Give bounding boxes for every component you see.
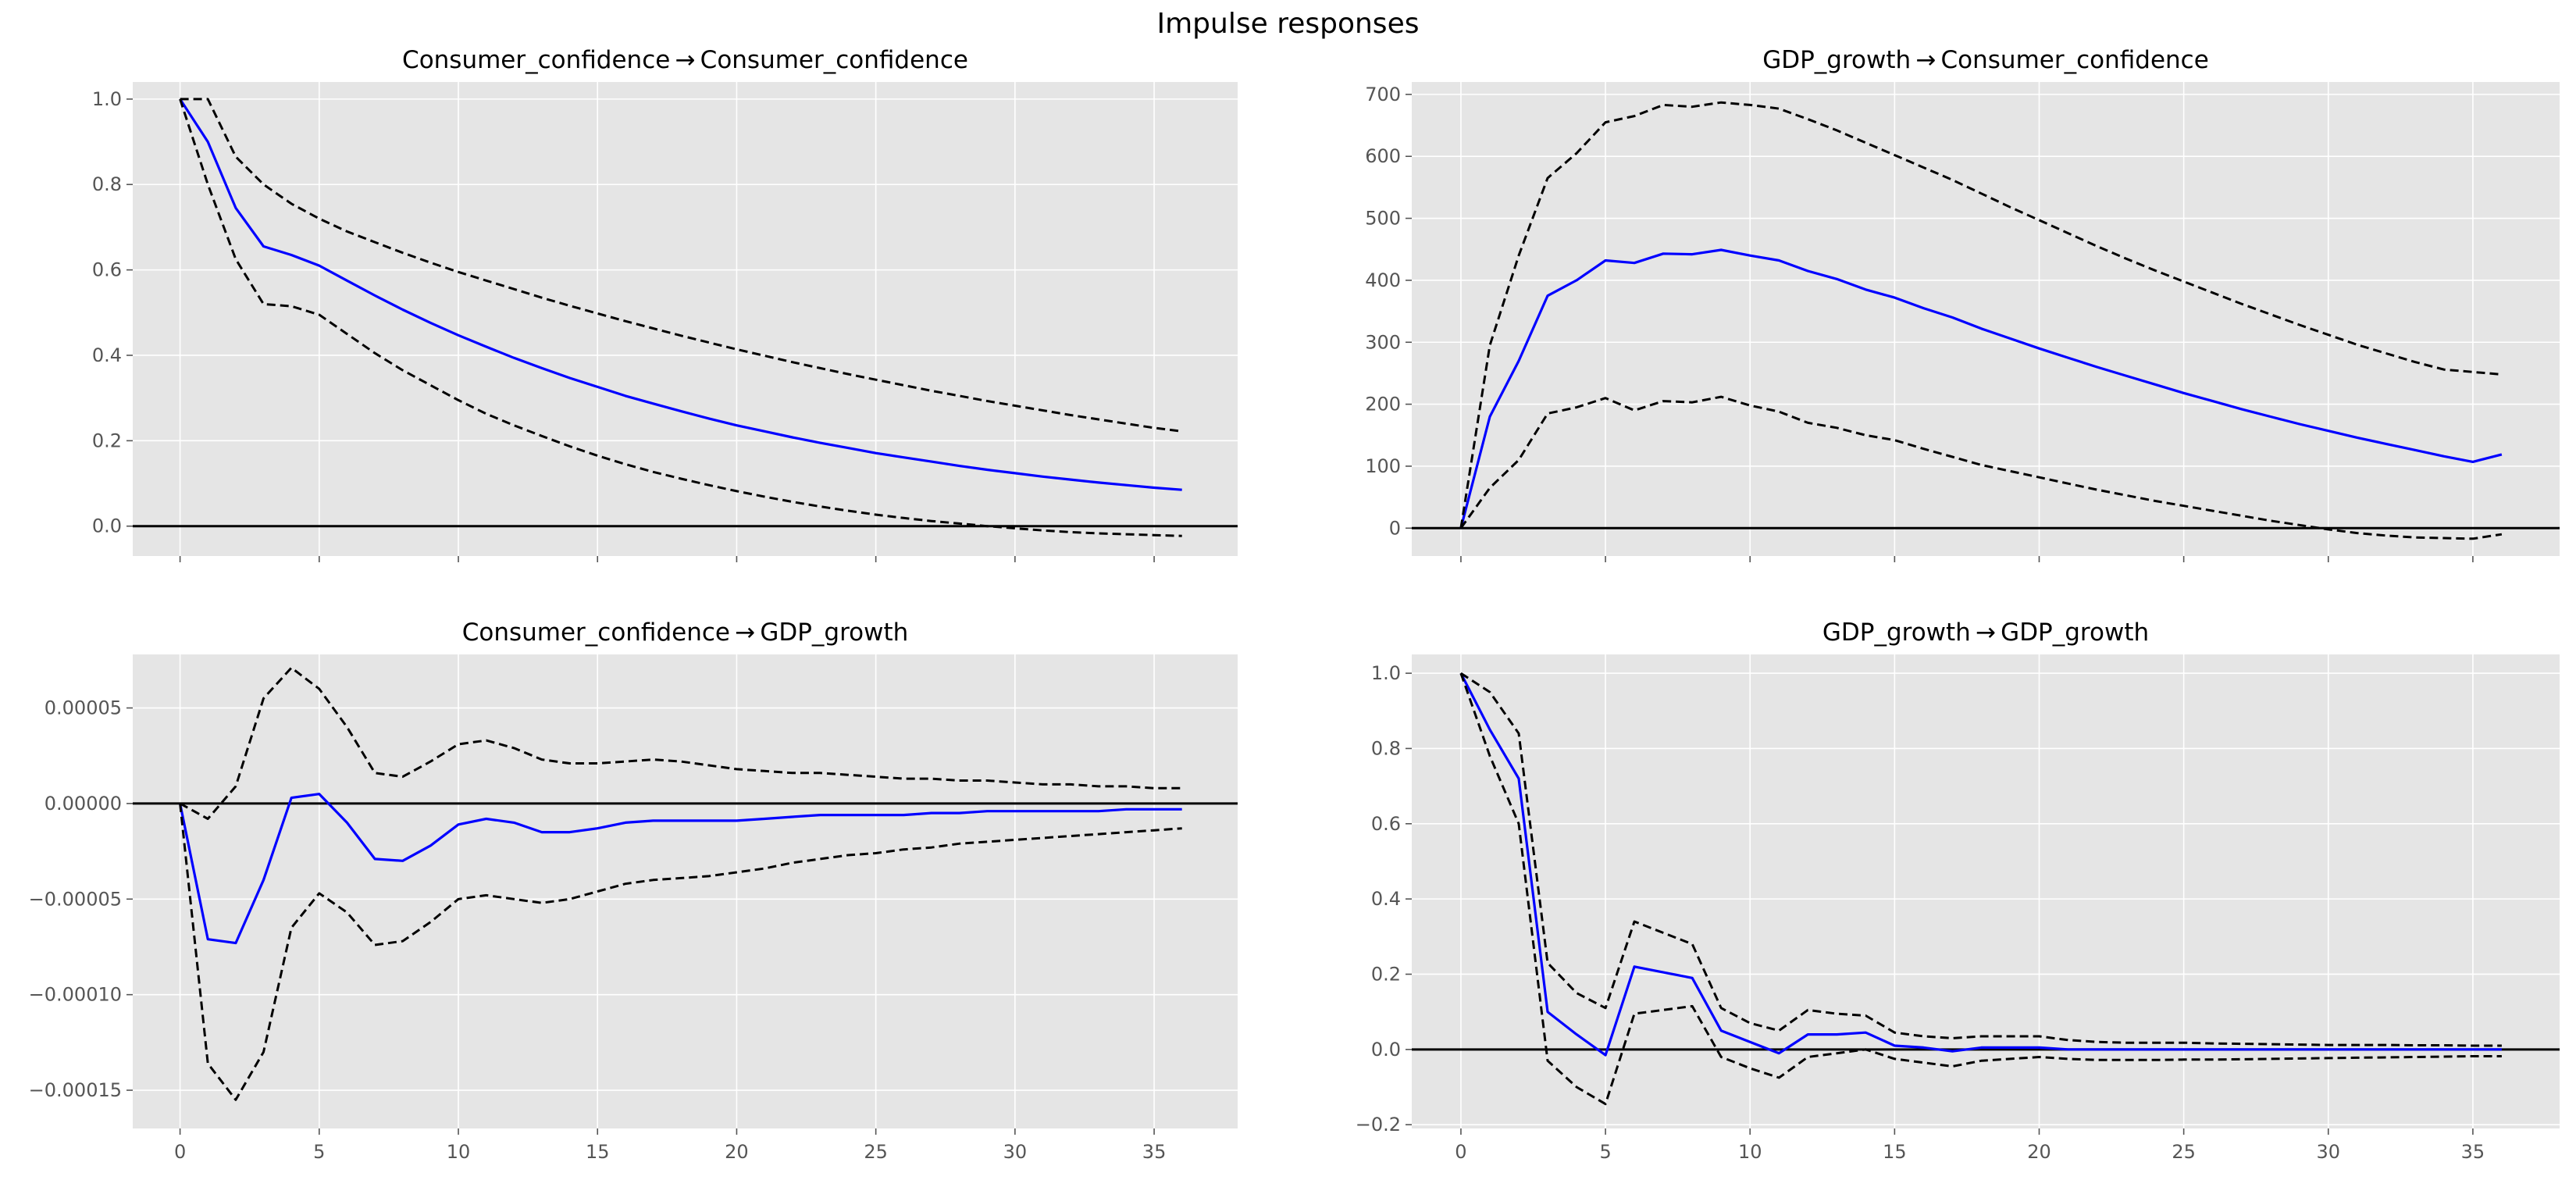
x-tick-label: 35 (1142, 1141, 1167, 1163)
subplot-2: 0 100 200 300 400 500 600 700 GDP_growth → Consu… (1365, 46, 2560, 562)
y-tick-label: −0.00010 (29, 984, 122, 1006)
y-tick-label: 0.2 (1371, 963, 1401, 985)
subplot-title-gdp-growth-gdp-growth: GDP_growth → GDP_growth (1822, 619, 2149, 647)
lower-band-line (1459, 395, 2503, 540)
x-tick-label: 20 (725, 1141, 749, 1163)
x-tick-label: 30 (1003, 1141, 1028, 1163)
response-line (179, 793, 1182, 945)
response-line (179, 98, 1182, 491)
subplot-title-consumer-confidence-gdp-growth: Consumer_confidence → GDP_growth (462, 619, 909, 647)
plot-area (133, 82, 1238, 556)
plot-area (1412, 82, 2560, 556)
y-tick-label: 0.00005 (45, 697, 122, 719)
x-tick-label: 15 (586, 1141, 610, 1163)
x-tick-label: 15 (1883, 1141, 1907, 1163)
plot-area (133, 654, 1238, 1128)
upper-band-line (179, 666, 1182, 820)
y-tick-label: 0.4 (92, 344, 122, 366)
figure-title: Impulse responses (1156, 8, 1420, 40)
y-tick-label: 0 (1389, 517, 1401, 539)
x-tick-label: 5 (313, 1141, 325, 1163)
x-tick-label: 30 (2317, 1141, 2341, 1163)
y-tick-label: 0.2 (92, 430, 122, 451)
upper-band-line (1459, 101, 2503, 529)
response-line (1459, 248, 2503, 529)
x-tick-label: 25 (2172, 1141, 2196, 1163)
y-tick-label: 0.0 (92, 515, 122, 537)
lower-band-line (179, 98, 1182, 537)
y-tick-label: 200 (1365, 394, 1401, 415)
x-tick-label: 5 (1599, 1141, 1611, 1163)
y-tick-label: 400 (1365, 269, 1401, 291)
y-tick-label: 0.8 (92, 173, 122, 195)
subplot-1: 0.0 0.2 0.4 0.6 0.8 1.0 Consumer_confidence → … (92, 46, 1238, 562)
x-tick-label: 25 (864, 1141, 888, 1163)
y-tick-label: 600 (1365, 145, 1401, 167)
x-tick-label: 0 (174, 1141, 186, 1163)
y-tick-label: 0.6 (92, 259, 122, 281)
y-tick-label: −0.2 (1356, 1114, 1401, 1135)
x-tick-label: 10 (1738, 1141, 1762, 1163)
y-tick-label: 0.00000 (45, 793, 122, 815)
y-tick-label: −0.00015 (29, 1079, 122, 1101)
y-tick-label: 0.6 (1371, 813, 1401, 835)
y-tick-label: 100 (1365, 455, 1401, 477)
y-tick-label: 700 (1365, 84, 1401, 105)
x-tick-label: 10 (447, 1141, 471, 1163)
x-tick-label: 0 (1455, 1141, 1466, 1163)
y-tick-label: 0.0 (1371, 1039, 1401, 1061)
y-tick-label: −0.00005 (29, 888, 122, 910)
y-tick-label: 0.4 (1371, 888, 1401, 910)
subplot-4: 0 5 10 15 20 25 30 35 −0.2 0.0 0.2 0.4 0.6 0.8 1.0 GDP_… (1356, 619, 2560, 1163)
x-tick-label: 20 (2027, 1141, 2051, 1163)
subplot-title-consumer-confidence-consumer-confidence: Consumer_confidence → Consumer_confidenc… (402, 46, 968, 74)
y-tick-label: 300 (1365, 331, 1401, 353)
y-tick-label: 1.0 (92, 88, 122, 110)
y-tick-label: 0.8 (1371, 737, 1401, 759)
upper-band-line (1460, 672, 2502, 1047)
plot-area (1412, 654, 2560, 1128)
lower-band-line (1459, 672, 2502, 1106)
y-tick-label: 500 (1365, 208, 1401, 230)
subplot-3: 0 5 10 15 20 25 30 35 −0.00015 −0.00010 −0.00005 0.… (29, 619, 1238, 1163)
lower-band-line (179, 803, 1182, 1101)
y-tick-label: 1.0 (1371, 662, 1401, 684)
x-tick-label: 35 (2461, 1141, 2485, 1163)
subplot-title-gdp-growth-consumer-confidence: GDP_growth → Consumer_confidence (1762, 46, 2209, 74)
response-line (1459, 672, 2502, 1057)
upper-band-line (180, 98, 1182, 433)
